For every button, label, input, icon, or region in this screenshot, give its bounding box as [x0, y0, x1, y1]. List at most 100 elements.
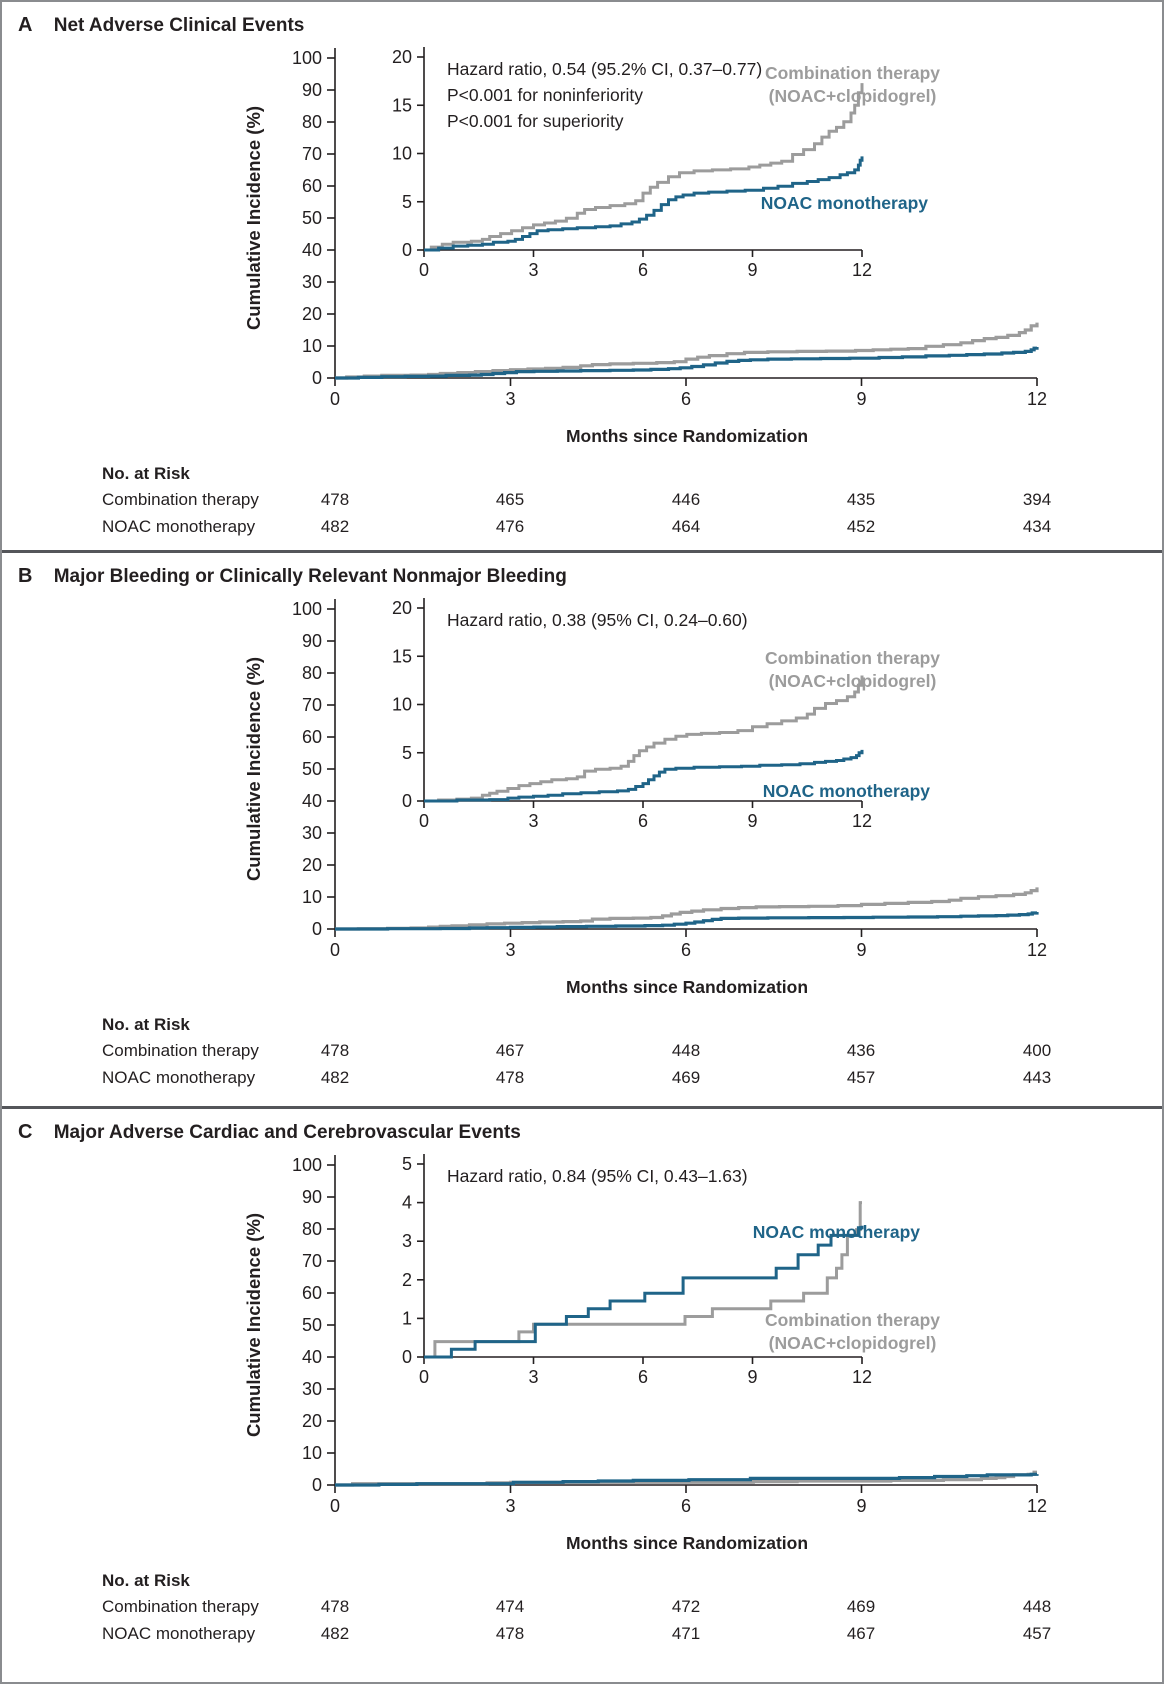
main-y-tick-label: 50: [302, 1315, 322, 1335]
main-y-tick-label: 0: [312, 368, 322, 388]
main-y-tick-label: 30: [302, 1379, 322, 1399]
inset-y-tick-label: 20: [392, 598, 412, 618]
noninferiority-p-line: P<0.001 for noninferiority: [447, 85, 644, 105]
risk-row-combination: Combination therapy 478 474 472 469 448: [2, 1597, 1162, 1619]
legend-combination-therapy: Combination therapy (NOAC+clopidogrel): [764, 63, 940, 106]
main-y-tick-label: 10: [302, 887, 322, 907]
main-y-tick-label: 80: [302, 1219, 322, 1239]
inset-x-tick-label: 3: [528, 260, 538, 280]
main-x-tick-label: 6: [681, 1496, 691, 1516]
main-x-tick-label: 9: [856, 940, 866, 960]
inset-x-tick-label: 6: [638, 260, 648, 280]
main-y-tick-label: 80: [302, 663, 322, 683]
y-axis-label: Cumulative Incidence (%): [243, 1212, 264, 1438]
inset-y-tick-label: 0: [402, 240, 412, 260]
risk-count: 443: [1022, 1068, 1052, 1087]
risk-count: 452: [846, 517, 876, 536]
inset-y-tick-label: 20: [392, 47, 412, 67]
inset-x-tick-label: 3: [528, 1367, 538, 1387]
inset-x-tick-label: 12: [852, 260, 872, 280]
inset-x-tick-label: 9: [747, 1367, 757, 1387]
main-x-tick-label: 12: [1027, 1496, 1047, 1516]
y-axis-label: Cumulative Incidence (%): [243, 656, 264, 882]
main-y-tick-label: 30: [302, 272, 322, 292]
panel-a-letter: A: [18, 14, 33, 36]
inset-y-tick-label: 10: [392, 144, 412, 164]
risk-count: 469: [671, 1068, 701, 1087]
risk-table-header: No. at Risk: [102, 1571, 190, 1590]
risk-count: 478: [495, 1068, 525, 1087]
risk-row-label: NOAC monotherapy: [102, 517, 256, 536]
risk-count: 482: [320, 1068, 350, 1087]
main-y-tick-label: 70: [302, 695, 322, 715]
y-axis-label: Cumulative Incidence (%): [243, 105, 264, 331]
main-y-tick-label: 60: [302, 727, 322, 747]
inset-noac-series-line: [424, 1225, 864, 1359]
panel-c-title: C Major Adverse Cardiac and Cerebrovascu…: [18, 1121, 521, 1144]
risk-row-noac: NOAC monotherapy 482 478 469 457 443: [2, 1068, 1162, 1090]
risk-row-noac: NOAC monotherapy 482 478 471 467 457: [2, 1624, 1162, 1646]
x-axis-title: Months since Randomization: [565, 1533, 809, 1553]
main-y-tick-label: 50: [302, 208, 322, 228]
main-y-tick-label: 90: [302, 80, 322, 100]
main-y-tick-label: 30: [302, 823, 322, 843]
kaplan-meier-chart-major-bleeding: 0 10 20 30 40 50 60 70 80 90 100 0 3 6 9 12 0 5 10 15 20 0 3 6 9…: [292, 598, 1047, 960]
risk-count: 457: [1022, 1624, 1052, 1643]
panel-net-adverse-clinical-events: A Net Adverse Clinical Events Cumulative…: [2, 2, 1162, 550]
main-y-tick-label: 60: [302, 176, 322, 196]
inset-noac-series-line: [424, 156, 864, 252]
risk-row-label: Combination therapy: [102, 1597, 259, 1616]
main-combination-series-line: [335, 887, 1039, 931]
main-y-tick-label: 60: [302, 1283, 322, 1303]
inset-y-tick-label: 0: [402, 1347, 412, 1367]
hazard-ratio-line: Hazard ratio, 0.38 (95% CI, 0.24–0.60): [447, 610, 748, 630]
hazard-ratio-line: Hazard ratio, 0.54 (95.2% CI, 0.37–0.77): [447, 59, 763, 79]
main-x-tick-label: 9: [856, 1496, 866, 1516]
main-y-tick-label: 40: [302, 1347, 322, 1367]
risk-count: 457: [846, 1068, 876, 1087]
risk-table-header: No. at Risk: [102, 1015, 190, 1034]
risk-count: 482: [320, 517, 350, 536]
risk-count: 471: [671, 1624, 701, 1643]
legend-noac-monotherapy: NOAC monotherapy: [760, 193, 928, 213]
main-y-tick-label: 80: [302, 112, 322, 132]
risk-count: 436: [846, 1041, 876, 1060]
main-y-tick-label: 0: [312, 919, 322, 939]
main-combination-series-line: [335, 322, 1039, 380]
inset-noac-series-line: [424, 749, 864, 803]
risk-count: 464: [671, 517, 701, 536]
risk-count: 469: [846, 1597, 876, 1616]
x-axis-title: Months since Randomization: [565, 426, 809, 446]
inset-combination-series-line: [424, 83, 864, 252]
panel-a-title: A Net Adverse Clinical Events: [18, 14, 304, 37]
risk-count: 446: [671, 490, 701, 509]
inset-combination-series-line: [424, 675, 864, 803]
main-x-tick-label: 12: [1027, 940, 1047, 960]
inset-y-tick-label: 0: [402, 791, 412, 811]
legend-noac-monotherapy: NOAC monotherapy: [762, 781, 930, 801]
main-y-tick-label: 50: [302, 759, 322, 779]
main-x-tick-label: 0: [330, 389, 340, 409]
main-y-tick-label: 40: [302, 240, 322, 260]
main-y-tick-label: 20: [302, 855, 322, 875]
panel-c-title-text: Major Adverse Cardiac and Cerebrovascula…: [53, 1122, 521, 1143]
inset-x-tick-label: 12: [852, 1367, 872, 1387]
inset-y-tick-label: 10: [392, 695, 412, 715]
inset-y-tick-label: 1: [402, 1308, 412, 1328]
inset-y-tick-label: 4: [402, 1193, 412, 1213]
panel-macce: C Major Adverse Cardiac and Cerebrovascu…: [2, 1106, 1162, 1672]
inset-x-tick-label: 6: [638, 811, 648, 831]
risk-row-noac: NOAC monotherapy 482 476 464 452 434: [2, 517, 1162, 539]
x-axis-title: Months since Randomization: [565, 977, 809, 997]
main-x-tick-label: 0: [330, 940, 340, 960]
main-y-tick-label: 90: [302, 1187, 322, 1207]
main-x-tick-label: 9: [856, 389, 866, 409]
inset-y-tick-label: 5: [402, 192, 412, 212]
risk-count: 448: [671, 1041, 701, 1060]
main-y-tick-label: 70: [302, 1251, 322, 1271]
risk-count: 448: [1022, 1597, 1052, 1616]
legend-combination-therapy: Combination therapy (NOAC+clopidogrel): [764, 1310, 940, 1353]
superiority-p-line: P<0.001 for superiority: [447, 111, 624, 131]
